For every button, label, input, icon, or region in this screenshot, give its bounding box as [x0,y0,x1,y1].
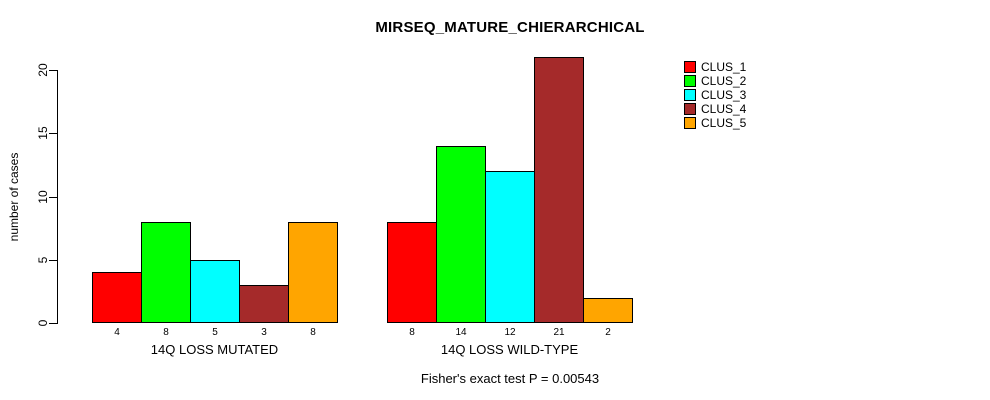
bar-value-label: 14 [455,327,467,338]
legend-swatch [684,103,696,115]
bar [190,260,240,323]
legend-swatch [684,89,696,101]
bar-value-label: 2 [605,327,611,338]
legend-label: CLUS_5 [701,116,747,130]
legend-swatch [684,75,696,87]
bar [436,146,486,323]
bar-value-label: 4 [114,327,120,338]
bar-value-label: 12 [504,327,516,338]
bar [387,222,437,323]
bar [141,222,191,323]
bar-value-label: 8 [163,327,169,338]
y-tick-label: 5 [36,256,50,264]
y-tick [49,70,57,71]
legend-label: CLUS_3 [701,88,747,102]
y-tick [49,196,57,198]
bar [92,272,142,323]
legend-swatch [684,61,696,73]
legend-row: CLUS_1 [684,60,746,74]
x-group-label: 14Q LOSS WILD-TYPE [440,342,579,357]
bar-value-label: 8 [310,327,316,338]
chart-title: MIRSEQ_MATURE_CHIERARCHICAL [375,19,645,36]
legend-row: CLUS_2 [684,74,746,88]
legend-row: CLUS_5 [684,116,746,130]
legend-label: CLUS_1 [701,60,747,74]
legend: CLUS_1 CLUS_2 CLUS_3 CLUS_4 CLUS_5 [684,60,746,130]
bar-value-label: 21 [553,327,565,338]
bar-value-label: 8 [409,327,415,338]
legend-row: CLUS_3 [684,88,746,102]
y-tick [49,323,57,324]
bar-value-label: 5 [212,327,218,338]
y-tick-label: 20 [36,63,50,77]
y-tick [49,259,57,261]
y-axis-line [57,70,58,324]
y-axis-label: number of cases [7,152,21,242]
bar-value-label: 3 [261,327,267,338]
legend-label: CLUS_2 [701,74,747,88]
bar [485,171,535,323]
y-tick-label: 15 [36,126,50,140]
y-tick [49,133,57,135]
y-tick-label: 0 [36,319,50,327]
x-group-label: 14Q LOSS MUTATED [150,342,279,357]
legend-label: CLUS_4 [701,102,747,116]
annotation-fisher-test: Fisher's exact test P = 0.00543 [420,371,600,386]
y-tick-label: 10 [36,189,50,204]
bar [239,285,289,323]
legend-row: CLUS_4 [684,102,746,116]
bar [288,222,338,323]
legend-swatch [684,117,696,129]
bar [583,298,633,323]
bar [534,57,584,323]
